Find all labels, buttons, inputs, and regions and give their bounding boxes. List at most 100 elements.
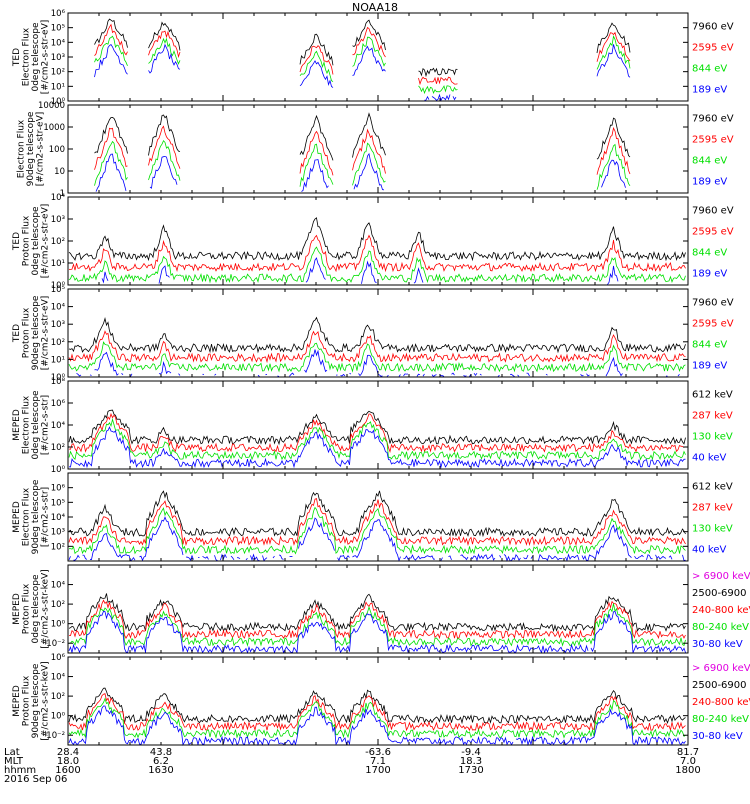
legend-entry: 287 keV [692,411,733,422]
series-green-trace [68,603,686,647]
legend-entry: 7960 eV [692,22,734,33]
panel-7-traces [68,593,686,654]
footer-row-label: MLT [4,756,24,767]
series-green-trace [68,341,686,373]
y-axis-label: MEPEDElectron Flux90deg telescope[#/cm2-… [12,479,51,554]
legend: 7960 eV 2595 eV 844 eV 189 eV [692,206,734,280]
y-tick-label: 10² [51,237,65,247]
y-tick-label: 10⁰ [51,97,66,107]
panel-2-traces [94,112,631,192]
y-tick-label: 10² [51,338,65,348]
y-axis-label: TEDProton Flux0deg telescope[#/cm2-s-str… [12,204,51,279]
footer-hhmm-value: 1700 [365,765,390,776]
y-tick-label: 10000 [38,101,65,111]
legend: 7960 eV 2595 eV 844 eV 189 eV [692,22,734,96]
footer-mlt-value: 18.3 [460,756,482,767]
y-tick-label: 10⁵ [51,498,65,508]
y-tick-label: 10² [51,68,65,78]
footer-mlt-value: 18.0 [57,756,79,767]
legend-entry: 130 keV [692,431,733,442]
y-tick-label: 10 [54,167,65,177]
legend: 7960 eV 2595 eV 844 eV 189 eV [692,114,734,188]
legend-entry: 612 keV [692,482,733,493]
footer-lat-value: 28.4 [57,747,79,758]
legend-entry: 7960 eV [692,114,734,125]
legend-entry: 844 eV [692,247,727,258]
footer-mlt-value: 7.1 [370,756,386,767]
y-tick-label: 10⁴ [51,38,66,48]
panel-6-traces [68,490,686,562]
y-tick-label: 10³ [51,320,65,330]
chart-title: NOAA18 [352,1,398,14]
footer-lat-value: 43.8 [150,747,172,758]
y-axis-label: MEPEDProton Flux0deg telescope[#/cm2-s-s… [12,569,51,648]
y-tick-label: 10³ [51,215,65,225]
legend-entry: 80-240 keV [692,622,749,633]
series-black-trace [68,593,686,633]
legend: > 6900 keV 2500-6900 240-800 keV 80-240 keV… [692,571,750,650]
series-black-trace [68,409,686,446]
legend-entry: 7960 eV [692,206,734,217]
legend-entry: 40 keV [692,544,726,555]
series-black-trace [94,112,631,161]
series-blue-trace [68,705,686,747]
legend: > 6900 keV 2500-6900 240-800 keV 80-240 keV… [692,663,750,742]
legend-entry: 189 eV [692,360,727,371]
legend-entry: 40 keV [692,452,726,463]
legend-entry: 80-240 keV [692,714,749,725]
legend-entry: 612 keV [692,390,733,401]
series-green-trace [68,246,686,284]
y-tick-label: 10² [51,692,65,702]
series-red-trace [68,412,686,453]
legend: 612 keV 287 keV 130 keV 40 keV [692,482,733,556]
legend-entry: > 6900 keV [692,663,750,674]
y-tick-label: 10⁻² [46,639,65,649]
legend-entry: 2595 eV [692,135,734,146]
series-red-trace [94,125,631,176]
series-red-trace [68,234,686,273]
footer-hhmm-value: 1600 [55,765,80,776]
legend-entry: 130 keV [692,523,733,534]
legend-entry: 2500-6900 [692,588,747,599]
footer-lat-value: -9.4 [461,747,481,758]
y-axis-label: MEPEDProton Flux90deg telescope[#/cm2-s-… [12,661,51,740]
series-green-trace [94,35,631,95]
footer-row-label: Lat [4,747,20,758]
y-tick-label: 10⁴ [51,673,66,683]
y-tick-label: 10⁴ [51,193,66,203]
series-blue-trace [68,610,686,654]
legend: 612 keV 287 keV 130 keV 40 keV [692,390,733,464]
series-green-trace [94,139,631,190]
y-tick-label: 10⁴ [51,581,66,591]
y-tick-label: 10¹ [51,82,65,92]
y-tick-label: 100 [49,145,65,155]
footer-lat-value: -63.6 [365,747,391,758]
y-tick-label: 10³ [51,53,65,63]
panel-3-traces [68,217,686,285]
y-tick-label: 10¹ [51,259,65,269]
y-tick-label: 10¹ [51,355,65,365]
y-tick-label: 1000 [43,123,65,133]
legend-entry: 189 eV [692,268,727,279]
y-axis-label: TEDProton Flux90deg telescope[#/cm2-s-st… [12,295,51,370]
y-tick-label: 10² [51,542,65,552]
legend-entry: 844 eV [692,155,727,166]
y-tick-label: 10⁴ [51,421,66,431]
series-blue-trace [68,426,686,469]
y-tick-label: 10³ [51,528,65,538]
y-tick-label: 1 [60,189,65,199]
y-tick-label: 10⁵ [51,24,65,34]
series-red-trace [68,693,686,732]
legend-entry: 240-800 keV [692,605,750,616]
series-black-trace [68,217,686,262]
series-red-trace [68,599,686,640]
series-green-trace [68,697,686,739]
series-black-trace [68,687,686,725]
series-red-trace [68,498,686,547]
footer-mlt-value: 6.2 [153,756,169,767]
